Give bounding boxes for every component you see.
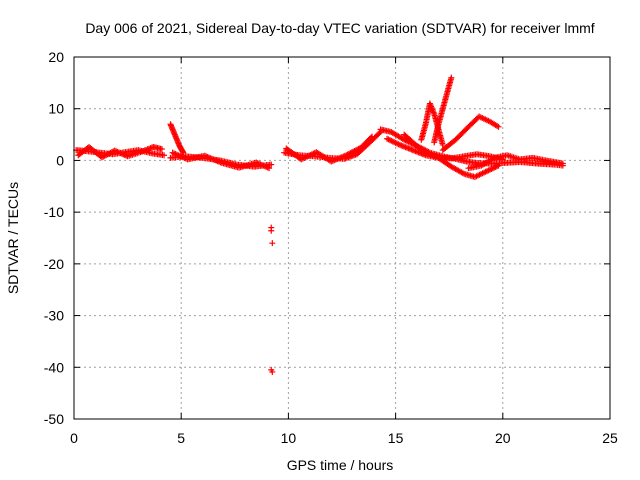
series-arc-8 <box>431 74 455 146</box>
y-tick-label: -10 <box>44 204 64 220</box>
x-tick-label: 0 <box>70 430 78 446</box>
y-tick-label: -50 <box>44 411 64 427</box>
data-point <box>269 240 276 247</box>
data-point <box>268 227 275 234</box>
data-point <box>559 160 566 167</box>
chart-title: Day 006 of 2021, Sidereal Day-to-day VTE… <box>85 20 594 36</box>
axis-ticks: 0 5 10 15 20 25 -50 -40 -30 -20 -10 0 10 20 <box>44 49 618 446</box>
data-point <box>369 133 376 140</box>
plot-frame <box>73 56 611 420</box>
y-tick-label: 20 <box>48 49 64 65</box>
series-arc-4b <box>283 133 376 165</box>
series-arc-1b <box>75 143 165 161</box>
data-point <box>495 123 502 130</box>
data-point <box>376 130 383 137</box>
x-tick-label: 25 <box>602 430 618 446</box>
series-arc-3b <box>169 149 273 172</box>
grid-lines <box>74 57 610 419</box>
data-point <box>269 368 276 375</box>
x-tick-label: 15 <box>388 430 404 446</box>
series-arc-9 <box>439 113 502 154</box>
series-arc-7 <box>418 100 446 148</box>
y-tick-label: -20 <box>44 256 64 272</box>
x-tick-label: 10 <box>281 430 297 446</box>
y-axis-label: SDTVAR / TECUs <box>5 182 21 294</box>
x-tick-label: 20 <box>495 430 511 446</box>
x-axis-label: GPS time / hours <box>287 457 394 473</box>
y-tick-label: -40 <box>44 359 64 375</box>
data-point <box>448 74 455 81</box>
data-point <box>367 134 374 141</box>
y-tick-label: -30 <box>44 308 64 324</box>
data-point <box>161 152 168 159</box>
x-tick-label: 5 <box>177 430 185 446</box>
data-point <box>439 141 446 148</box>
y-tick-label: 10 <box>48 101 64 117</box>
data-point <box>266 165 273 172</box>
data-points <box>73 74 566 375</box>
data-point <box>158 146 165 153</box>
y-tick-label: 0 <box>56 152 64 168</box>
series-arc-10 <box>465 152 566 172</box>
series-outliers <box>268 224 276 375</box>
data-point <box>495 162 502 169</box>
data-point <box>268 161 275 168</box>
series-arc-2 <box>167 121 187 156</box>
